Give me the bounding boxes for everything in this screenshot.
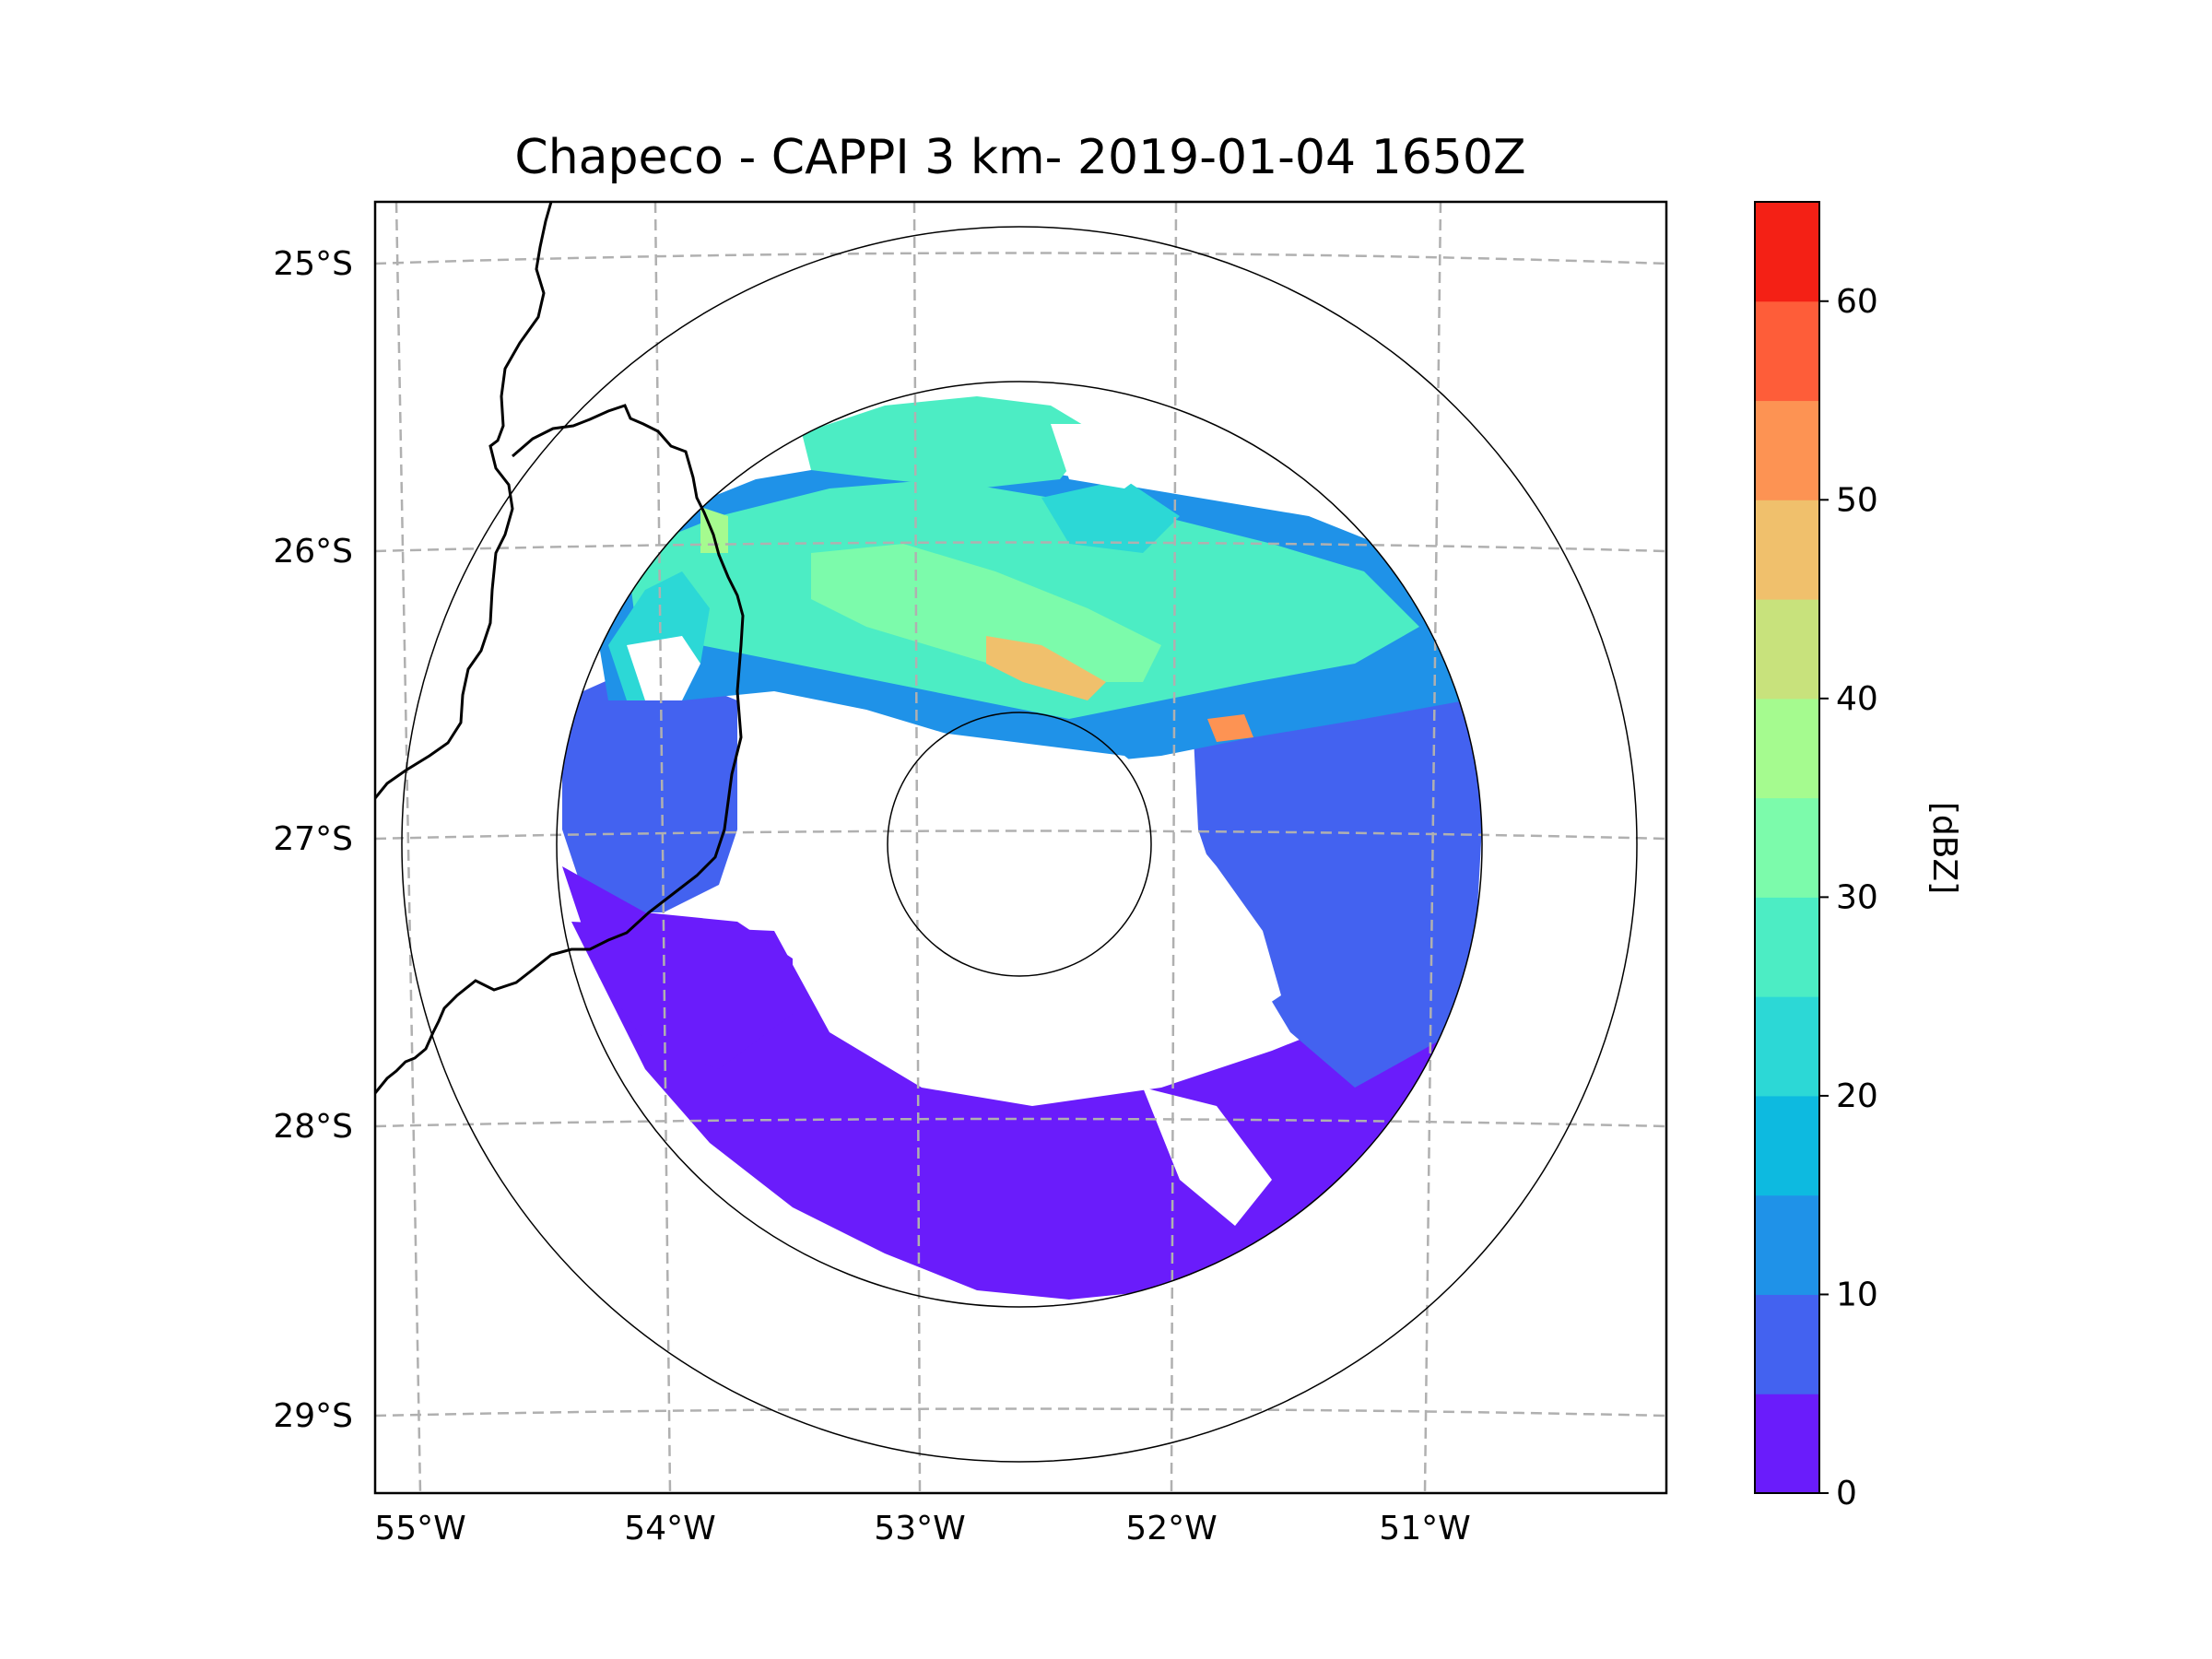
lat-tick-label: 26°S xyxy=(273,533,353,571)
range-ring-outer xyxy=(401,226,1638,1463)
lat-tick-label: 28°S xyxy=(273,1108,353,1146)
colorbar-segment xyxy=(1755,400,1819,500)
gap-south-sector xyxy=(1143,1088,1272,1226)
colorbar-frame xyxy=(1754,201,1820,1494)
gap-east-sector xyxy=(1171,811,1281,1032)
meridian-52w xyxy=(1170,202,1178,1493)
meridian-55w xyxy=(394,202,422,1493)
chart-title: Chapeco - CAPPI 3 km- 2019-01-04 1650Z xyxy=(514,130,1525,185)
echo-area-west xyxy=(562,664,737,912)
colorbar-segment xyxy=(1755,500,1819,600)
band-peak-east xyxy=(1207,714,1253,742)
colorbar-tick-label: 50 xyxy=(1836,481,1878,519)
colorbar-segments xyxy=(1755,202,1819,1494)
band-core xyxy=(811,544,1161,682)
map-panel[interactable] xyxy=(373,200,1668,1495)
colorbar-segment xyxy=(1755,1394,1819,1494)
colorbar-segment xyxy=(1755,797,1819,898)
colorbar-segment xyxy=(1755,897,1819,997)
colorbar-segment xyxy=(1755,698,1819,799)
lat-tick-label: 25°S xyxy=(273,245,353,283)
lon-tick-label: 52°W xyxy=(1125,1510,1217,1547)
lon-tick-label: 55°W xyxy=(374,1510,465,1547)
echo-area-west-low xyxy=(562,866,793,1069)
gap-center xyxy=(765,728,1198,1078)
colorbar-segment xyxy=(1755,996,1819,1097)
map-frame xyxy=(373,200,1668,1495)
meridian-51w xyxy=(1423,202,1442,1493)
lon-tick-label: 54°W xyxy=(624,1510,715,1547)
colorbar-segment xyxy=(1755,599,1819,700)
meridian-53w xyxy=(912,202,922,1493)
lat-tick-label: 27°S xyxy=(273,820,353,858)
reflectivity-field xyxy=(562,396,1482,1300)
colorbar-ticks: 0 10 20 30 40 50 60 xyxy=(1819,283,1878,1512)
colorbar-tick-label: 40 xyxy=(1836,680,1878,718)
band-peak xyxy=(986,636,1106,700)
lon-tick-label: 51°W xyxy=(1379,1510,1470,1547)
lat-tick-labels: 25°S 26°S 27°S 28°S 29°S xyxy=(273,245,353,1435)
colorbar-tick-label: 0 xyxy=(1836,1475,1857,1512)
colorbar-segment xyxy=(1755,202,1819,302)
colorbar-tick-label: 60 xyxy=(1836,283,1878,321)
range-ring-middle xyxy=(556,381,1483,1308)
border-argentina-paraguay xyxy=(375,202,553,799)
colorbar-segment xyxy=(1755,1095,1819,1196)
colorbar: 0 10 20 30 40 50 60 [dBZ] xyxy=(1754,201,1963,1512)
colorbar-label: [dBZ] xyxy=(1925,802,1963,894)
colorbar-tick-label: 10 xyxy=(1836,1276,1878,1313)
meridian-54w xyxy=(653,202,672,1493)
political-borders xyxy=(375,202,745,1094)
range-rings xyxy=(401,226,1638,1463)
gap-northeast xyxy=(1051,424,1161,488)
gap-northwest xyxy=(627,636,700,700)
graticule xyxy=(375,202,1666,1493)
lon-tick-labels: 55°W 54°W 53°W 52°W 51°W xyxy=(374,1510,1470,1547)
colorbar-tick-label: 30 xyxy=(1836,878,1878,916)
colorbar-segment xyxy=(1755,1194,1819,1295)
colorbar-tick-label: 20 xyxy=(1836,1077,1878,1115)
band-north-edge xyxy=(1041,479,1180,553)
colorbar-segment xyxy=(1755,1294,1819,1394)
range-ring-inner xyxy=(887,712,1152,977)
border-argentina-brazil xyxy=(375,404,745,1094)
lon-tick-label: 53°W xyxy=(874,1510,965,1547)
lat-tick-label: 29°S xyxy=(273,1397,353,1435)
band-north-cells xyxy=(802,396,1097,488)
colorbar-segment xyxy=(1755,300,1819,402)
